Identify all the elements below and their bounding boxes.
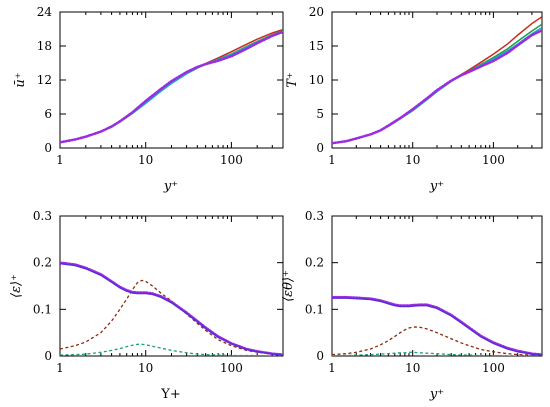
series-line-3 — [60, 262, 283, 356]
plot-frame — [331, 215, 543, 357]
y-axis-label: T⁺ — [285, 72, 300, 88]
y-tick-label: 18 — [37, 39, 52, 53]
series-line-1 — [60, 343, 283, 356]
panel-mean-velocity: 1 10 100 0 6 12 18 24 y⁺ ū⁺ — [13, 5, 284, 194]
x-tick-label: 10 — [138, 153, 153, 167]
x-tick-label: 1 — [56, 153, 64, 167]
series-line-1 — [332, 351, 542, 356]
y-tick-label: 0.1 — [305, 302, 324, 316]
series-line-2 — [60, 261, 283, 356]
x-axis-label: Y+ — [160, 387, 180, 402]
y-tick-label: 0 — [316, 141, 324, 155]
panel-dissipation: 1 10 100 0 0.1 0.2 0.3 Y+ ⟨ε⟩⁺ — [9, 209, 284, 402]
x-tick-label: 1 — [328, 153, 336, 167]
x-tick-label: 1 — [328, 361, 336, 375]
x-tick-label: 100 — [220, 153, 243, 167]
series-line-3 — [60, 30, 283, 144]
y-tick-label: 0.3 — [305, 209, 324, 223]
y-tick-label: 20 — [309, 5, 324, 19]
x-tick-label: 1 — [56, 361, 64, 375]
y-tick-label: 0 — [316, 349, 324, 363]
y-tick-label: 15 — [309, 39, 324, 53]
plot-frame — [59, 215, 284, 357]
x-tick-label: 100 — [482, 153, 505, 167]
panel-mean-temperature: 1 10 100 0 5 10 15 20 y⁺ T⁺ — [285, 5, 543, 194]
y-tick-label: 0 — [44, 349, 52, 363]
y-tick-label: 0 — [44, 141, 52, 155]
y-tick-label: 5 — [316, 107, 324, 121]
x-tick-label: 100 — [220, 361, 243, 375]
y-tick-label: 24 — [37, 5, 53, 19]
y-axis-label: ū⁺ — [13, 72, 28, 87]
x-tick-label: 10 — [405, 153, 420, 167]
panel-thermal-dissipation: 1 10 100 0 0.1 0.2 0.3 y⁺ ⟨εθ⟩⁺ — [281, 209, 543, 402]
series-line-0 — [332, 326, 542, 356]
x-tick-label: 100 — [482, 361, 505, 375]
series-line-2 — [332, 295, 542, 356]
y-tick-label: 6 — [44, 107, 52, 121]
x-axis-label: y⁺ — [429, 179, 444, 194]
x-tick-label: 10 — [405, 361, 420, 375]
y-tick-label: 0.3 — [33, 209, 52, 223]
series-line-3 — [332, 297, 542, 356]
y-tick-label: 0.2 — [305, 256, 324, 270]
x-tick-label: 10 — [138, 361, 153, 375]
y-tick-label: 12 — [37, 73, 52, 87]
y-axis-label: ⟨ε⟩⁺ — [9, 274, 24, 298]
series-line-2 — [332, 26, 542, 144]
y-tick-label: 0.2 — [33, 256, 52, 270]
x-axis-label: y⁺ — [429, 387, 444, 402]
y-axis-label: ⟨εθ⟩⁺ — [281, 270, 296, 302]
x-axis-label: y⁺ — [163, 179, 178, 194]
y-tick-label: 0.1 — [33, 302, 52, 316]
series-line-0 — [60, 279, 283, 356]
series-line-0 — [332, 16, 542, 144]
plot-frame — [331, 11, 543, 149]
y-tick-label: 10 — [309, 73, 324, 87]
series-line-3 — [332, 29, 542, 145]
